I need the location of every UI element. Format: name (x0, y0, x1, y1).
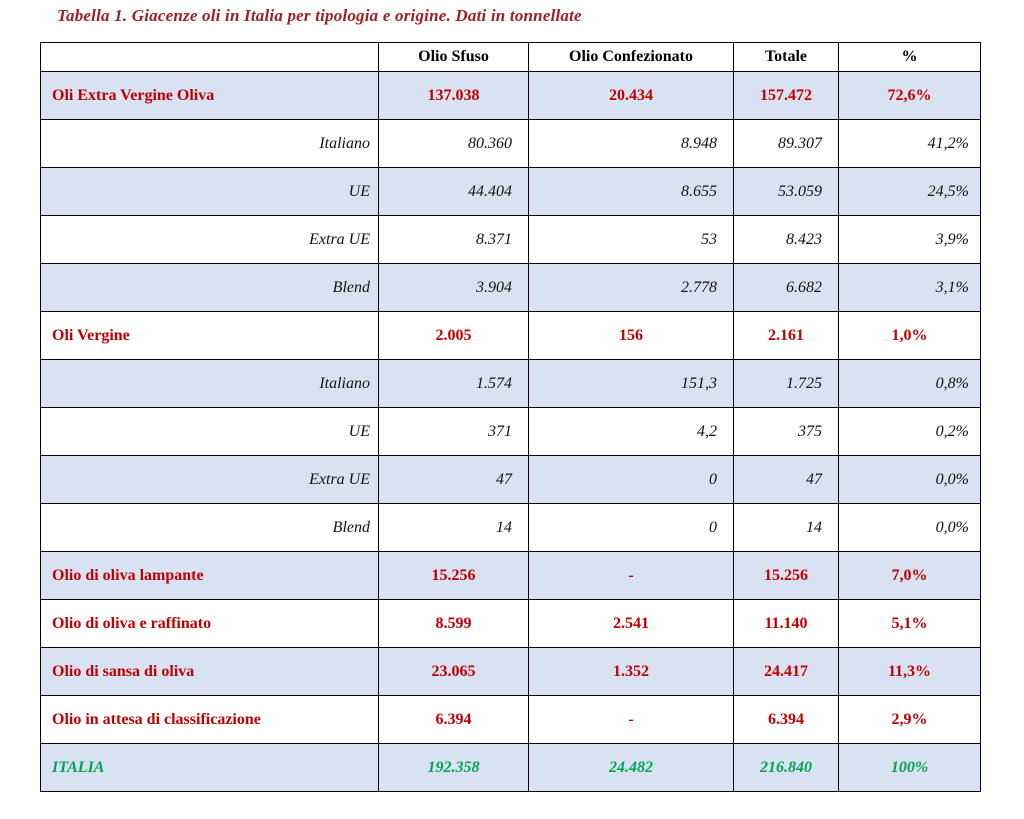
table-row: Olio di oliva e raffinato 8.599 2.541 11… (40, 599, 981, 648)
cell-totale: 6.394 (733, 695, 839, 744)
cell-percent: 0,0% (838, 503, 981, 552)
cell-olio-confezionato: - (528, 551, 734, 600)
cell-label: Olio in attesa di classificazione (40, 695, 379, 744)
cell-label: Oli Extra Vergine Oliva (40, 71, 379, 120)
cell-olio-confezionato: 2.778 (528, 263, 734, 312)
cell-label: Olio di sansa di oliva (40, 647, 379, 696)
table-row: Olio in attesa di classificazione 6.394 … (40, 695, 981, 744)
table-row: Italiano 1.574 151,3 1.725 0,8% (40, 359, 981, 408)
cell-label: Italiano (40, 119, 379, 168)
cell-olio-sfuso: 8.599 (378, 599, 529, 648)
table-row: Olio di sansa di oliva 23.065 1.352 24.4… (40, 647, 981, 696)
cell-totale: 1.725 (733, 359, 839, 408)
cell-percent: 3,1% (838, 263, 981, 312)
cell-olio-sfuso: 371 (378, 407, 529, 456)
cell-totale: 15.256 (733, 551, 839, 600)
cell-totale: 8.423 (733, 215, 839, 264)
cell-totale: 375 (733, 407, 839, 456)
table-row: Oli Extra Vergine Oliva 137.038 20.434 1… (40, 71, 981, 120)
cell-totale: 24.417 (733, 647, 839, 696)
cell-percent: 5,1% (838, 599, 981, 648)
cell-percent: 11,3% (838, 647, 981, 696)
cell-olio-sfuso: 23.065 (378, 647, 529, 696)
cell-percent: 1,0% (838, 311, 981, 360)
cell-percent: 2,9% (838, 695, 981, 744)
cell-label: Oli Vergine (40, 311, 379, 360)
cell-olio-confezionato: 2.541 (528, 599, 734, 648)
cell-olio-sfuso: 1.574 (378, 359, 529, 408)
cell-label: UE (40, 167, 379, 216)
cell-label: Olio di oliva lampante (40, 551, 379, 600)
giacenze-oli-table: Olio Sfuso Olio Confezionato Totale % Ol… (40, 42, 981, 792)
col-header-percent: % (838, 42, 981, 72)
table-row: Extra UE 8.371 53 8.423 3,9% (40, 215, 981, 264)
cell-olio-confezionato: 8.948 (528, 119, 734, 168)
cell-olio-confezionato: 53 (528, 215, 734, 264)
cell-olio-confezionato: - (528, 695, 734, 744)
cell-label: UE (40, 407, 379, 456)
cell-totale: 11.140 (733, 599, 839, 648)
cell-label: Olio di oliva e raffinato (40, 599, 379, 648)
cell-percent: 0,8% (838, 359, 981, 408)
cell-percent: 3,9% (838, 215, 981, 264)
cell-totale: 53.059 (733, 167, 839, 216)
cell-olio-confezionato: 0 (528, 455, 734, 504)
cell-olio-confezionato: 156 (528, 311, 734, 360)
cell-totale: 89.307 (733, 119, 839, 168)
table-row: Extra UE 47 0 47 0,0% (40, 455, 981, 504)
col-header-olio-confezionato: Olio Confezionato (528, 42, 734, 72)
cell-totale: 157.472 (733, 71, 839, 120)
cell-olio-confezionato: 8.655 (528, 167, 734, 216)
table-row: Blend 3.904 2.778 6.682 3,1% (40, 263, 981, 312)
cell-olio-sfuso: 15.256 (378, 551, 529, 600)
cell-label: Blend (40, 503, 379, 552)
table-title: Tabella 1. Giacenze oli in Italia per ti… (57, 6, 582, 25)
table-row: Blend 14 0 14 0,0% (40, 503, 981, 552)
table-row: UE 44.404 8.655 53.059 24,5% (40, 167, 981, 216)
cell-totale: 14 (733, 503, 839, 552)
cell-totale: 216.840 (733, 743, 839, 792)
table-row: Olio di oliva lampante 15.256 - 15.256 7… (40, 551, 981, 600)
col-header-empty (40, 42, 379, 72)
cell-olio-confezionato: 4,2 (528, 407, 734, 456)
cell-percent: 24,5% (838, 167, 981, 216)
cell-olio-confezionato: 24.482 (528, 743, 734, 792)
cell-label: ITALIA (40, 743, 379, 792)
cell-olio-sfuso: 14 (378, 503, 529, 552)
table-row: Oli Vergine 2.005 156 2.161 1,0% (40, 311, 981, 360)
cell-totale: 6.682 (733, 263, 839, 312)
cell-olio-sfuso: 44.404 (378, 167, 529, 216)
cell-olio-sfuso: 137.038 (378, 71, 529, 120)
cell-olio-confezionato: 1.352 (528, 647, 734, 696)
cell-percent: 72,6% (838, 71, 981, 120)
header-row: Olio Sfuso Olio Confezionato Totale % (40, 42, 981, 72)
col-header-olio-sfuso: Olio Sfuso (378, 42, 529, 72)
cell-totale: 2.161 (733, 311, 839, 360)
cell-olio-sfuso: 3.904 (378, 263, 529, 312)
cell-olio-confezionato: 151,3 (528, 359, 734, 408)
table-row: Italiano 80.360 8.948 89.307 41,2% (40, 119, 981, 168)
cell-label: Extra UE (40, 455, 379, 504)
cell-olio-sfuso: 6.394 (378, 695, 529, 744)
cell-label: Extra UE (40, 215, 379, 264)
cell-olio-confezionato: 20.434 (528, 71, 734, 120)
cell-label: Italiano (40, 359, 379, 408)
col-header-totale: Totale (733, 42, 839, 72)
cell-olio-sfuso: 2.005 (378, 311, 529, 360)
cell-percent: 100% (838, 743, 981, 792)
cell-olio-confezionato: 0 (528, 503, 734, 552)
table-row-total-italia: ITALIA 192.358 24.482 216.840 100% (40, 743, 981, 792)
cell-percent: 0,0% (838, 455, 981, 504)
cell-label: Blend (40, 263, 379, 312)
cell-olio-sfuso: 80.360 (378, 119, 529, 168)
cell-percent: 0,2% (838, 407, 981, 456)
cell-olio-sfuso: 47 (378, 455, 529, 504)
cell-percent: 41,2% (838, 119, 981, 168)
cell-totale: 47 (733, 455, 839, 504)
cell-olio-sfuso: 8.371 (378, 215, 529, 264)
cell-olio-sfuso: 192.358 (378, 743, 529, 792)
table-row: UE 371 4,2 375 0,2% (40, 407, 981, 456)
cell-percent: 7,0% (838, 551, 981, 600)
